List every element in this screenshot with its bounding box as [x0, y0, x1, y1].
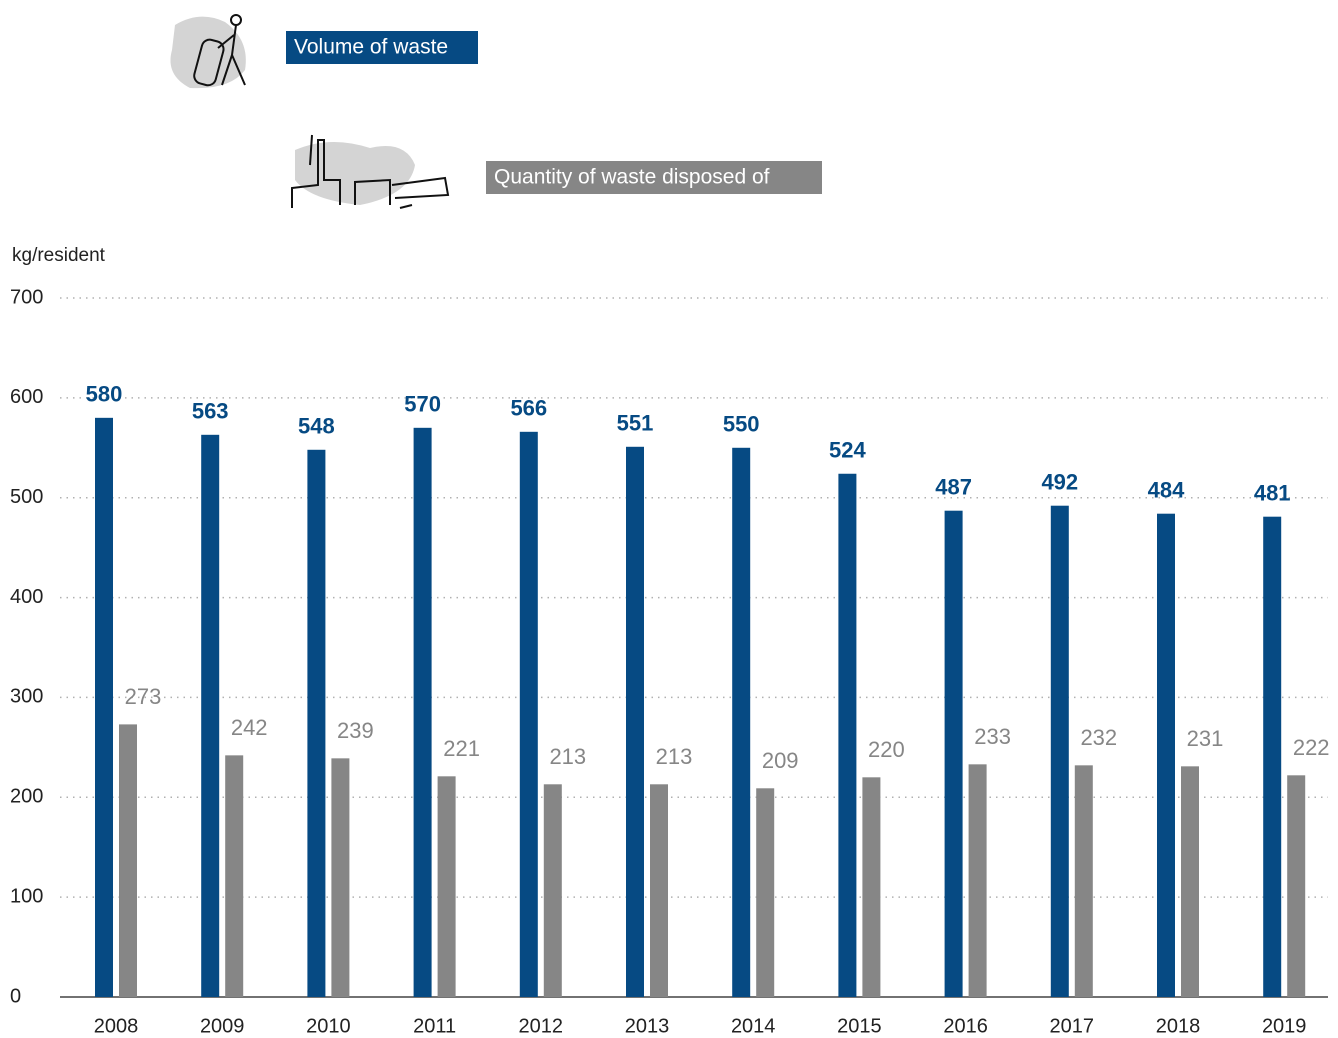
bar: [1157, 513, 1175, 997]
bar: [626, 446, 644, 998]
value-label: 551: [617, 411, 654, 436]
legend-swatch: [486, 161, 822, 194]
value-label: 524: [829, 438, 866, 463]
value-label: 239: [337, 718, 374, 743]
value-label: 213: [549, 744, 586, 769]
y-tick-label: 700: [10, 286, 43, 308]
value-label: 220: [868, 737, 905, 762]
x-tick-label: 2010: [306, 1015, 351, 1037]
y-axis-label: kg/resident: [12, 245, 106, 266]
legend-label: Quantity of waste disposed of: [494, 166, 770, 189]
value-label: 492: [1041, 470, 1078, 495]
bar: [968, 764, 987, 997]
x-tick-label: 2008: [94, 1015, 139, 1037]
bar: [1181, 766, 1199, 997]
y-tick-label: 400: [10, 586, 43, 608]
bar: [838, 473, 857, 998]
value-label: 273: [125, 684, 162, 709]
value-label: 213: [656, 744, 693, 769]
x-tick-label: 2014: [731, 1015, 776, 1037]
x-tick-label: 2018: [1156, 1015, 1201, 1037]
bar: [1287, 775, 1306, 997]
x-tick-label: 2017: [1050, 1015, 1095, 1037]
value-label: 570: [404, 392, 441, 417]
value-label: 232: [1080, 725, 1117, 750]
bar: [307, 449, 326, 998]
value-label: 548: [298, 414, 335, 439]
icon-person: [170, 14, 246, 89]
value-label: 222: [1293, 735, 1330, 760]
legend-swatch: [286, 31, 478, 64]
y-tick-label: 100: [10, 885, 43, 907]
bar: [1263, 516, 1282, 997]
bar: [119, 724, 137, 997]
value-label: 231: [1187, 726, 1224, 751]
y-tick-label: 600: [10, 386, 43, 408]
x-tick-label: 2011: [413, 1015, 456, 1037]
value-label: 481: [1254, 480, 1291, 505]
value-label: 233: [974, 724, 1011, 749]
icon-factory: [291, 134, 450, 209]
value-label: 484: [1148, 478, 1185, 503]
bar: [862, 777, 881, 997]
value-label: 580: [86, 382, 123, 407]
bar: [1074, 765, 1093, 997]
y-tick-label: 500: [10, 486, 43, 508]
bar: [650, 784, 668, 997]
x-tick-label: 2013: [625, 1015, 670, 1037]
bar: [543, 784, 562, 997]
value-label: 221: [443, 736, 480, 761]
x-tick-label: 2015: [837, 1015, 882, 1037]
legend-label: Volume of waste: [294, 36, 448, 59]
bar: [201, 434, 220, 997]
value-label: 566: [510, 396, 547, 421]
bar: [413, 427, 432, 997]
value-label: 209: [762, 748, 799, 773]
bar: [1050, 505, 1069, 997]
bar: [225, 755, 244, 997]
bar: [944, 510, 963, 997]
bar: [519, 431, 538, 997]
bar: [331, 758, 350, 997]
value-label: 550: [723, 412, 760, 437]
value-label: 242: [231, 715, 268, 740]
value-label: 563: [192, 399, 229, 424]
x-tick-label: 2016: [943, 1015, 988, 1037]
bar: [732, 447, 751, 997]
x-tick-label: 2012: [519, 1015, 564, 1037]
bar: [756, 788, 775, 997]
bar: [437, 776, 456, 997]
value-label: 487: [935, 475, 972, 500]
x-tick-label: 2019: [1262, 1015, 1307, 1037]
y-tick-label: 200: [10, 786, 43, 808]
x-tick-label: 2009: [200, 1015, 245, 1037]
bar: [95, 417, 113, 997]
y-tick-label: 300: [10, 686, 43, 708]
y-tick-label: 0: [10, 985, 21, 1007]
